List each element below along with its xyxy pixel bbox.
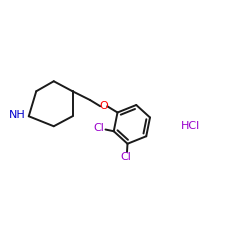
Text: NH: NH (9, 110, 26, 120)
Text: O: O (100, 101, 108, 111)
Text: Cl: Cl (121, 152, 132, 162)
Text: Cl: Cl (94, 123, 105, 133)
Text: HCl: HCl (180, 121, 200, 131)
